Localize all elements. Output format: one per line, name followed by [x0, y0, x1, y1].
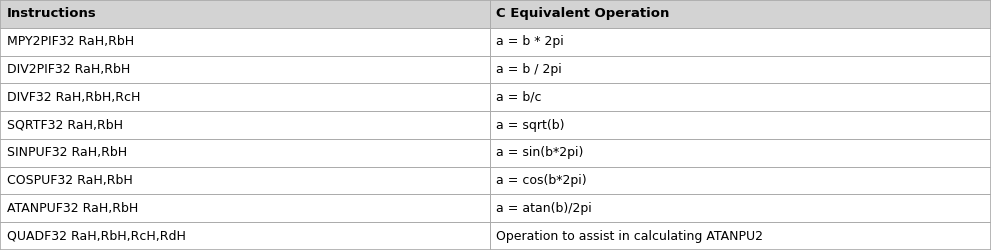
Bar [0, 28, 991, 56]
Text: DIV2PIF32 RaH,RbH: DIV2PIF32 RaH,RbH [7, 63, 130, 76]
Bar [0, 56, 991, 83]
Text: Operation to assist in calculating ATANPU2: Operation to assist in calculating ATANP… [496, 230, 763, 242]
Bar [0, 222, 991, 250]
Bar [0, 139, 991, 167]
Bar [0, 111, 991, 139]
Text: a = cos(b*2pi): a = cos(b*2pi) [496, 174, 587, 187]
Text: MPY2PIF32 RaH,RbH: MPY2PIF32 RaH,RbH [7, 35, 134, 48]
Bar [0, 0, 991, 28]
Bar [0, 83, 991, 111]
Text: SQRTF32 RaH,RbH: SQRTF32 RaH,RbH [7, 118, 123, 132]
Text: SINPUF32 RaH,RbH: SINPUF32 RaH,RbH [7, 146, 127, 159]
Bar [0, 194, 991, 222]
Text: a = sin(b*2pi): a = sin(b*2pi) [496, 146, 584, 159]
Text: a = atan(b)/2pi: a = atan(b)/2pi [496, 202, 593, 215]
Text: a = b/c: a = b/c [496, 91, 542, 104]
Text: a = b * 2pi: a = b * 2pi [496, 35, 564, 48]
Text: QUADF32 RaH,RbH,RcH,RdH: QUADF32 RaH,RbH,RcH,RdH [7, 230, 185, 242]
Text: COSPUF32 RaH,RbH: COSPUF32 RaH,RbH [7, 174, 133, 187]
Bar [0, 167, 991, 194]
Text: C Equivalent Operation: C Equivalent Operation [496, 8, 670, 20]
Text: ATANPUF32 RaH,RbH: ATANPUF32 RaH,RbH [7, 202, 138, 215]
Text: Instructions: Instructions [7, 8, 97, 20]
Text: a = sqrt(b): a = sqrt(b) [496, 118, 565, 132]
Text: a = b / 2pi: a = b / 2pi [496, 63, 562, 76]
Text: DIVF32 RaH,RbH,RcH: DIVF32 RaH,RbH,RcH [7, 91, 141, 104]
